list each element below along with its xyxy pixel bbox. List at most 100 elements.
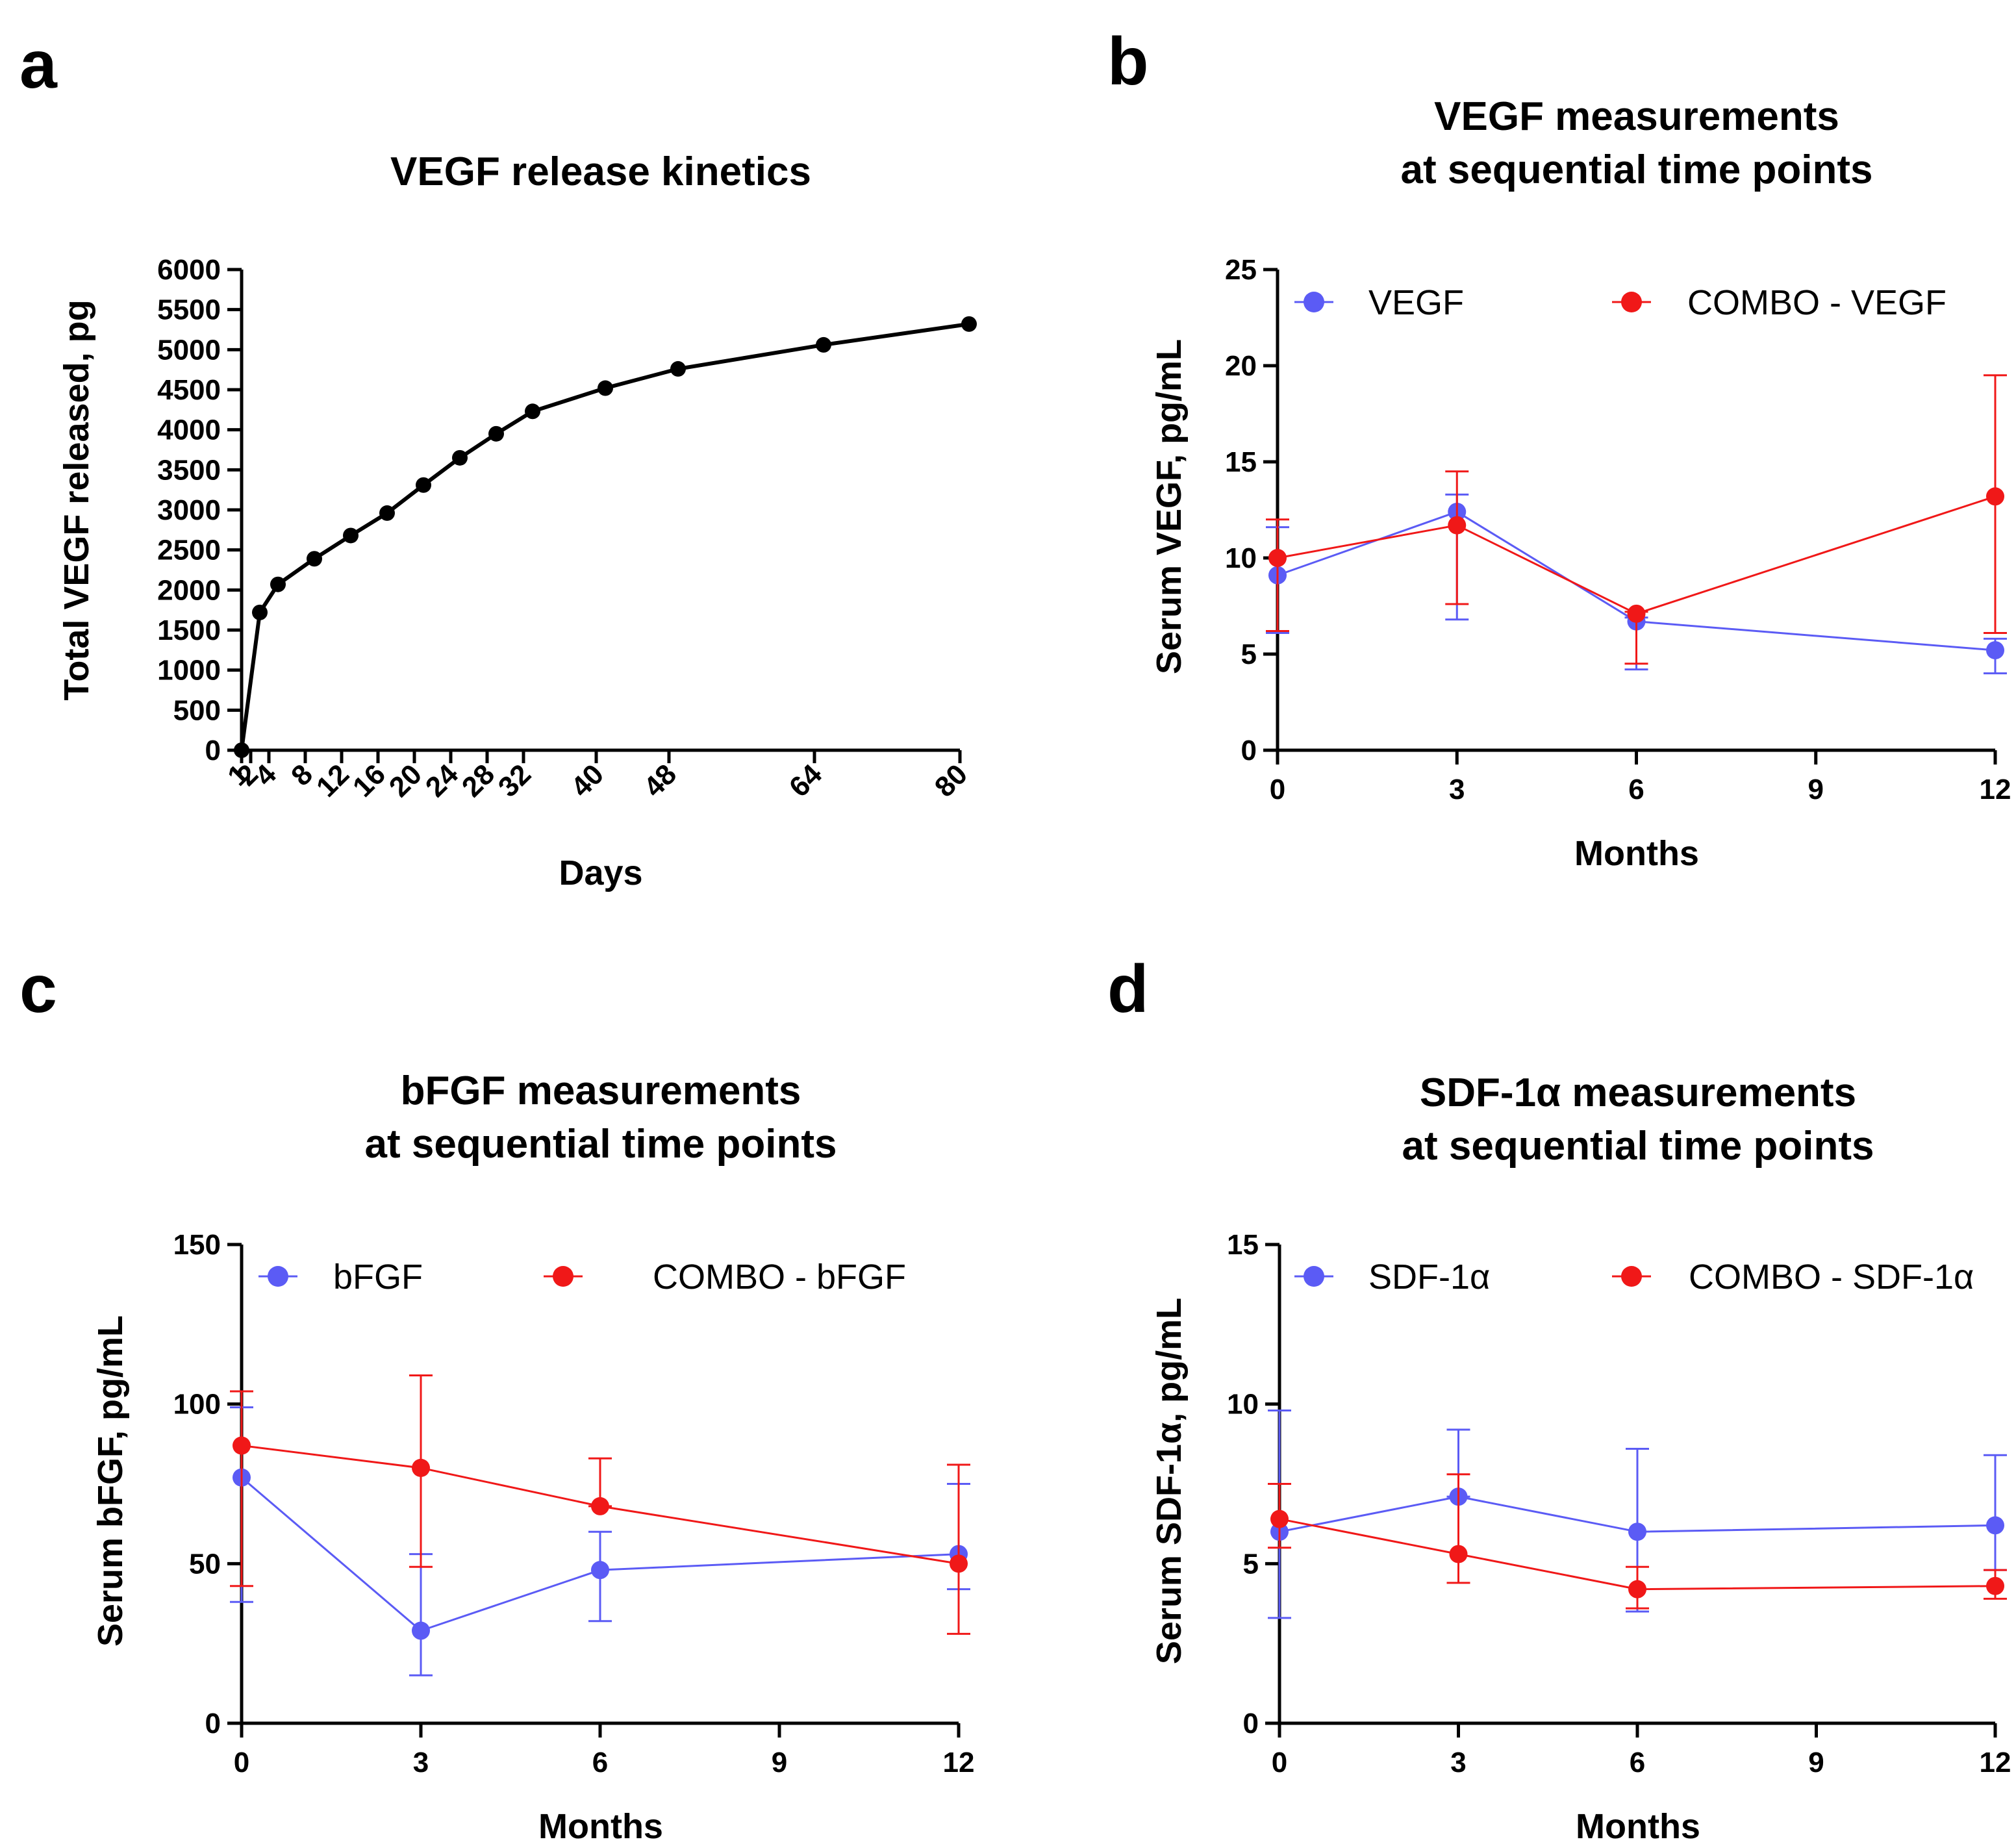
x-axis-label-d: Months [1576,1807,1700,1846]
x-tick-label-a: 48 [638,758,683,803]
y-axis-label-a: Total VEGF released, pg [57,299,96,700]
y-tick-label-c: 0 [205,1708,221,1739]
y-axis-label-c: Serum bFGF, pg/mL [91,1315,130,1647]
x-tick-label-d: 9 [1808,1747,1824,1778]
y-tick-label-a: 3000 [157,494,221,526]
y-tick-label-c: 100 [173,1389,221,1421]
x-tick-label-a: 32 [492,758,537,803]
x-tick-label-d: 6 [1630,1747,1645,1778]
y-tick-label-a: 6000 [157,254,221,286]
x-tick-label-b: 0 [1270,774,1285,805]
chart-title-a: VEGF release kinetics [390,149,811,194]
data-point-a-s0 [343,527,359,544]
x-tick-label-b: 6 [1628,774,1644,805]
y-tick-label-d: 10 [1227,1389,1259,1421]
panel-d: d SDF-1α measurements at sequential time… [1107,952,2011,1846]
data-point-d-s1 [1628,1580,1646,1599]
series-line-b-s1 [1277,495,1996,615]
data-point-a-s0 [379,505,395,521]
y-tick-label-a: 4000 [157,414,221,446]
chart-title-d-line1: SDF-1α measurements [1420,1070,1856,1115]
data-point-d-s1 [1449,1545,1468,1563]
legend-label-combo-bfgf: COMBO - bFGF [653,1258,906,1296]
legend-c: bFGF COMBO - bFGF [258,1258,906,1296]
x-tick-label-b: 12 [1980,774,2011,805]
x-tick-label-b: 9 [1808,774,1824,805]
y-tick-label-d: 5 [1243,1548,1259,1580]
data-point-b-s1 [1268,549,1287,567]
x-axis-label-c: Months [538,1807,663,1846]
chart-title-c-line1: bFGF measurements [401,1068,801,1113]
data-point-c-s1 [412,1458,430,1477]
x-tick-label-c: 6 [592,1747,608,1778]
data-point-a-s0 [416,477,431,493]
legend-label-vegf: VEGF [1368,283,1464,322]
data-point-d-s0 [1628,1523,1646,1541]
panel-letter-c: c [19,952,57,1027]
legend-label-combo-sdf: COMBO - SDF-1α [1689,1258,1974,1296]
y-tick-label-b: 25 [1225,254,1257,286]
y-tick-label-a: 5500 [157,294,221,326]
panel-letter-d: d [1107,952,1149,1027]
chart-title-b-line1: VEGF measurements [1434,94,1839,139]
y-tick-label-a: 1500 [157,614,221,646]
y-tick-label-d: 0 [1243,1708,1259,1739]
x-tick-label-c: 12 [943,1747,975,1778]
legend-marker-vegf [1304,292,1324,312]
data-point-d-s1 [1270,1510,1289,1528]
x-tick-label-c: 3 [413,1747,429,1778]
y-axis-label-b: Serum VEGF, pg/mL [1150,339,1189,674]
y-tick-label-a: 0 [205,735,221,766]
x-tick-label-c: 0 [234,1747,249,1778]
x-tick-label-a: 80 [929,758,974,803]
data-point-b-s0 [1986,641,2004,660]
data-point-a-s0 [234,742,249,758]
series-line-d-s0 [1279,1495,1996,1533]
panel-c: c bFGF measurements at sequential time p… [19,952,974,1846]
x-tick-label-d: 3 [1450,1747,1466,1778]
x-tick-label-c: 9 [772,1747,787,1778]
data-point-a-s0 [598,380,613,396]
y-tick-label-b: 5 [1241,639,1257,670]
x-axis-label-a: Days [559,853,642,892]
chart-title-c-line2: at sequential time points [365,1122,837,1167]
y-tick-label-b: 0 [1241,735,1257,766]
data-point-a-s0 [252,604,268,620]
data-point-c-s1 [591,1497,609,1515]
y-tick-label-d: 15 [1227,1229,1259,1261]
data-point-c-s0 [591,1561,609,1580]
y-tick-label-a: 4500 [157,374,221,406]
y-tick-label-b: 10 [1225,542,1257,574]
series-line-c-s0 [241,1476,959,1632]
x-tick-label-d: 0 [1272,1747,1287,1778]
y-tick-label-a: 500 [173,694,221,726]
panel-letter-b: b [1107,24,1149,99]
data-point-c-s1 [950,1554,968,1573]
x-tick-label-d: 12 [1980,1747,2011,1778]
data-point-c-s1 [233,1436,251,1455]
data-point-d-s0 [1986,1516,2004,1535]
data-point-a-s0 [270,576,286,592]
y-tick-label-b: 20 [1225,350,1257,382]
legend-marker-combo-bfgf [553,1266,573,1287]
legend-b: VEGF COMBO - VEGF [1294,283,1947,322]
data-point-a-s0 [307,551,322,567]
data-point-a-s0 [488,425,504,442]
y-tick-label-a: 3500 [157,454,221,486]
data-point-a-s0 [816,336,831,353]
series-line-c-s1 [241,1445,959,1565]
x-tick-label-a: 64 [783,758,829,803]
data-point-a-s0 [452,449,468,466]
y-tick-label-b: 15 [1225,446,1257,478]
series-line-b-s0 [1277,511,1996,651]
legend-marker-combo-vegf [1621,292,1642,312]
panel-letter-a: a [19,27,58,103]
data-point-b-s1 [1448,516,1467,535]
panel-a: a VEGF release kinetics Days Total VEGF … [19,27,977,892]
y-tick-label-a: 5000 [157,334,221,366]
chart-title-d-line2: at sequential time points [1402,1124,1874,1169]
legend-label-combo-vegf: COMBO - VEGF [1687,283,1947,322]
y-tick-label-a: 1000 [157,655,221,687]
y-tick-label-c: 50 [189,1548,221,1580]
